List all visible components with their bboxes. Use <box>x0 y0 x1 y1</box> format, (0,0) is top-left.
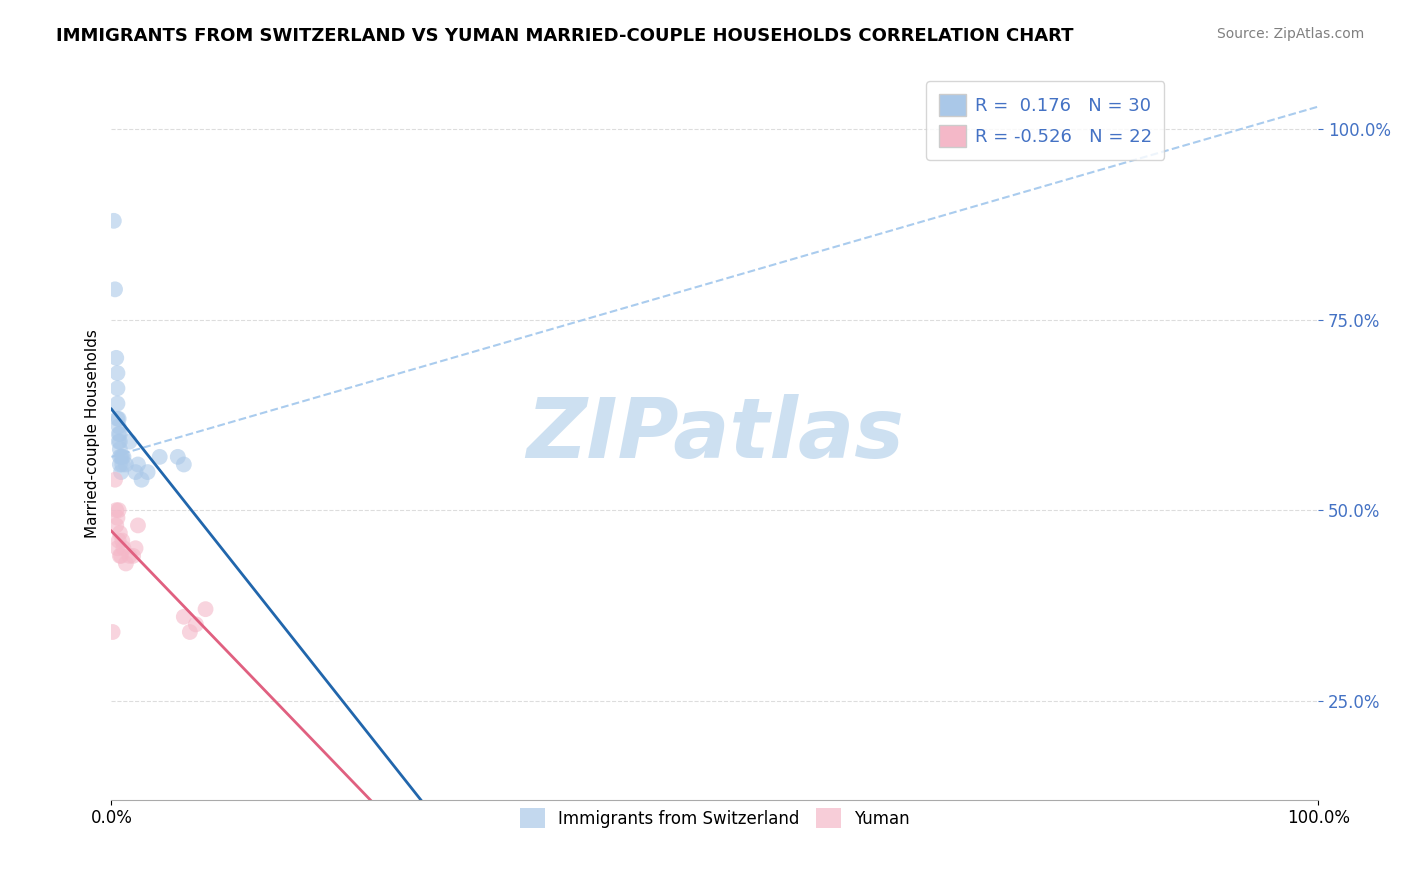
Point <box>136 465 159 479</box>
Point <box>104 282 127 296</box>
Point <box>108 427 131 442</box>
Point <box>110 450 132 464</box>
Text: ZIPatlas: ZIPatlas <box>526 393 904 475</box>
Point <box>166 450 188 464</box>
Point <box>107 396 129 410</box>
Point <box>107 510 129 524</box>
Point <box>131 473 153 487</box>
Point <box>110 465 132 479</box>
Point <box>107 381 129 395</box>
Point <box>179 625 201 640</box>
Point <box>111 533 134 548</box>
Point <box>118 549 141 563</box>
Legend: Immigrants from Switzerland, Yuman: Immigrants from Switzerland, Yuman <box>513 801 917 835</box>
Point <box>112 450 135 464</box>
Point <box>107 541 129 556</box>
Point <box>110 549 132 563</box>
Point <box>105 518 128 533</box>
Point <box>107 427 129 442</box>
Point <box>173 609 195 624</box>
Point <box>101 625 124 640</box>
Point <box>118 434 141 449</box>
Point <box>107 411 129 425</box>
Point <box>173 458 195 472</box>
Point <box>107 411 129 425</box>
Point <box>108 450 131 464</box>
Point <box>184 617 207 632</box>
Text: IMMIGRANTS FROM SWITZERLAND VS YUMAN MARRIED-COUPLE HOUSEHOLDS CORRELATION CHART: IMMIGRANTS FROM SWITZERLAND VS YUMAN MAR… <box>56 27 1074 45</box>
Point <box>111 458 134 472</box>
Point <box>194 602 217 616</box>
Point <box>115 557 138 571</box>
Point <box>104 473 127 487</box>
Point <box>108 434 131 449</box>
Point <box>111 450 134 464</box>
Y-axis label: Married-couple Households: Married-couple Households <box>86 329 100 539</box>
Point <box>108 458 131 472</box>
Point <box>108 526 131 541</box>
Point <box>127 458 149 472</box>
Point <box>107 366 129 380</box>
Point <box>124 541 146 556</box>
Point <box>122 549 145 563</box>
Text: Source: ZipAtlas.com: Source: ZipAtlas.com <box>1216 27 1364 41</box>
Point <box>127 518 149 533</box>
Point <box>124 465 146 479</box>
Point <box>107 434 129 449</box>
Point <box>112 541 135 556</box>
Point <box>105 351 128 365</box>
Point <box>149 450 172 464</box>
Point <box>103 214 125 228</box>
Point <box>115 458 138 472</box>
Point <box>107 419 129 434</box>
Point <box>108 442 131 457</box>
Point <box>105 503 128 517</box>
Point <box>107 503 129 517</box>
Point <box>107 533 129 548</box>
Point <box>108 549 131 563</box>
